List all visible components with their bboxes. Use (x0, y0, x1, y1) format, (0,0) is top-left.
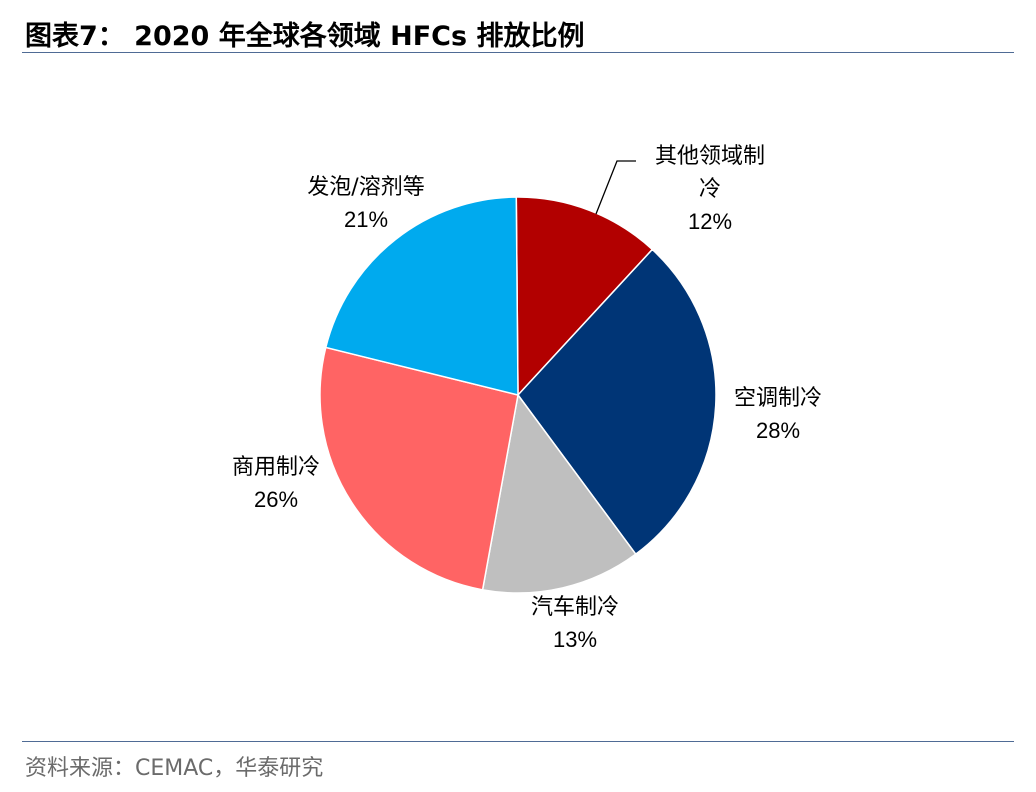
footer-divider (22, 741, 1014, 742)
title-divider (22, 52, 1014, 53)
slice-percent-auto: 13% (553, 627, 597, 652)
pie-slice-foam (324, 196, 519, 396)
page-title: 图表7： 2020 年全球各领域 HFCs 排放比例 (25, 21, 585, 52)
slice-percent-foam: 21% (344, 207, 388, 232)
pie-slices (319, 196, 717, 594)
slice-label-other: 冷 (699, 177, 721, 202)
slice-label-foam: 发泡/溶剂等 (307, 175, 424, 200)
slice-label-other: 其他领域制 (655, 144, 765, 169)
slice-label-ac: 空调制冷 (734, 386, 822, 411)
slice-percent-ac: 28% (756, 418, 800, 443)
pie-slice-commercial (319, 346, 519, 591)
leader-line-other (595, 160, 636, 215)
pie-slice-other (515, 196, 654, 397)
source-note: 资料来源：CEMAC，华泰研究 (25, 756, 324, 781)
pie-slice-ac (517, 248, 717, 556)
slice-percent-commercial: 26% (254, 487, 298, 512)
slice-label-auto: 汽车制冷 (531, 595, 619, 620)
slice-label-commercial: 商用制冷 (232, 455, 320, 480)
pie-slice-auto (481, 393, 637, 594)
slice-percent-other: 12% (688, 209, 732, 234)
